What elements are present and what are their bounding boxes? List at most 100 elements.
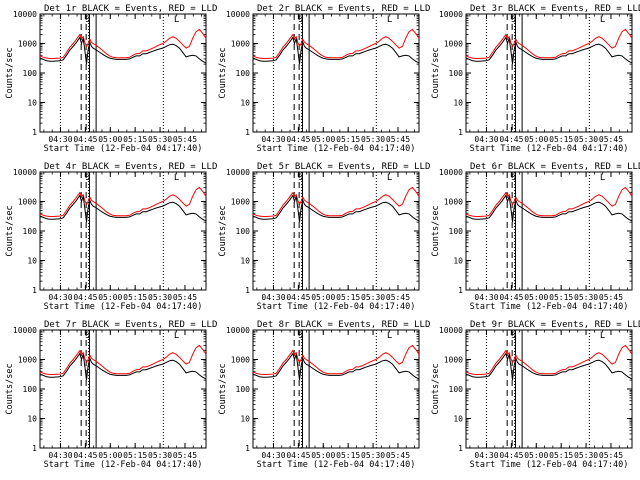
y-axis-label: Counts/sec xyxy=(218,47,228,98)
series-events-line xyxy=(465,194,633,223)
marker-letter-l: L xyxy=(600,331,605,341)
y-tick-label: 1000 xyxy=(18,198,37,207)
x-tick-label: 05:30 xyxy=(148,293,172,302)
x-tick-label: 05:45 xyxy=(599,293,623,302)
x-tick-label: 05:30 xyxy=(361,451,385,460)
panel-det-1: Det 1r BLACK = Events, RED = LLD 1 10 100 10… xyxy=(5,4,217,154)
panel-det-3: Det 3r BLACK = Events, RED = LLD 1 10 100 10… xyxy=(431,4,640,154)
marker-letter-l: L xyxy=(387,173,392,183)
y-tick-label: 10000 xyxy=(439,326,463,335)
x-tick-label: 04:30 xyxy=(474,293,498,302)
plot-frame xyxy=(39,171,207,291)
x-tick-label: 05:30 xyxy=(148,451,172,460)
plot-frame xyxy=(39,13,207,133)
series-lld-line xyxy=(465,344,633,375)
marker-letter-s: S xyxy=(511,173,516,183)
x-tick-label: 04:45 xyxy=(286,451,310,460)
x-tick-label: 05:15 xyxy=(123,451,147,460)
x-tick-label: 04:45 xyxy=(286,135,310,144)
x-tick-label: 05:00 xyxy=(311,135,335,144)
panel-title: Det 8r BLACK = Events, RED = LLD xyxy=(257,320,430,330)
y-tick-label: 100 xyxy=(449,385,464,394)
x-tick-label: 05:45 xyxy=(173,451,197,460)
series-events-line xyxy=(252,36,420,65)
x-tick-label: 04:30 xyxy=(48,135,72,144)
y-tick-label: 10000 xyxy=(439,10,463,19)
y-tick-label: 10000 xyxy=(226,168,250,177)
plot-frame xyxy=(465,13,633,133)
x-tick-label: 05:15 xyxy=(336,293,360,302)
x-tick-label: 05:30 xyxy=(361,135,385,144)
y-tick-label: 1000 xyxy=(18,356,37,365)
y-tick-label: 1000 xyxy=(231,198,250,207)
marker-letter-l: L xyxy=(600,173,605,183)
x-tick-label: 05:00 xyxy=(524,451,548,460)
y-tick-label: 100 xyxy=(23,227,38,236)
series-events-line xyxy=(465,36,633,65)
x-tick-label: 05:15 xyxy=(123,293,147,302)
plot-frame xyxy=(252,13,420,133)
x-axis-label: Start Time (12-Feb-04 04:17:40) xyxy=(470,302,629,312)
x-tick-label: 05:15 xyxy=(336,135,360,144)
y-tick-label: 10 xyxy=(240,99,250,108)
series-events-line xyxy=(39,352,207,381)
y-tick-label: 1000 xyxy=(231,40,250,49)
x-tick-label: 05:45 xyxy=(386,293,410,302)
series-events-line xyxy=(252,352,420,381)
marker-letter-l: L xyxy=(174,173,179,183)
marker-letter-l: L xyxy=(174,15,179,25)
y-axis-label: Counts/sec xyxy=(5,363,15,414)
x-tick-label: 05:30 xyxy=(574,293,598,302)
y-tick-label: 10 xyxy=(240,415,250,424)
x-tick-label: 05:00 xyxy=(98,135,122,144)
y-tick-label: 1000 xyxy=(444,356,463,365)
series-events-line xyxy=(39,194,207,223)
y-tick-label: 100 xyxy=(23,69,38,78)
x-axis-label: Start Time (12-Feb-04 04:17:40) xyxy=(257,302,416,312)
plot-frame xyxy=(252,171,420,291)
y-axis-label: Counts/sec xyxy=(218,205,228,256)
y-axis-label: Counts/sec xyxy=(5,205,15,256)
series-lld-line xyxy=(39,28,207,59)
panel-title: Det 3r BLACK = Events, RED = LLD xyxy=(470,4,640,14)
x-tick-label: 05:00 xyxy=(311,293,335,302)
x-axis-label: Start Time (12-Feb-04 04:17:40) xyxy=(44,460,203,470)
x-tick-label: 04:45 xyxy=(286,293,310,302)
x-tick-label: 04:45 xyxy=(73,293,97,302)
series-events-line xyxy=(465,352,633,381)
y-axis-label: Counts/sec xyxy=(431,47,441,98)
x-tick-label: 05:00 xyxy=(524,135,548,144)
y-tick-label: 1 xyxy=(32,128,37,137)
x-tick-label: 05:15 xyxy=(123,135,147,144)
panel-title: Det 9r BLACK = Events, RED = LLD xyxy=(470,320,640,330)
y-tick-label: 1000 xyxy=(231,356,250,365)
x-tick-label: 05:15 xyxy=(336,451,360,460)
marker-letter-s: S xyxy=(511,15,516,25)
y-tick-label: 1 xyxy=(458,286,463,295)
y-tick-label: 100 xyxy=(236,385,251,394)
y-tick-label: 1 xyxy=(245,128,250,137)
x-tick-label: 05:00 xyxy=(311,451,335,460)
x-tick-label: 04:30 xyxy=(474,451,498,460)
marker-letter-s: S xyxy=(298,15,303,25)
x-tick-label: 05:45 xyxy=(386,135,410,144)
x-tick-label: 04:30 xyxy=(474,135,498,144)
plot-frame xyxy=(465,171,633,291)
y-tick-label: 100 xyxy=(449,69,464,78)
x-tick-label: 05:30 xyxy=(148,135,172,144)
x-tick-label: 04:45 xyxy=(499,293,523,302)
x-tick-label: 05:15 xyxy=(549,135,573,144)
y-tick-label: 1000 xyxy=(444,198,463,207)
y-tick-label: 1 xyxy=(245,444,250,453)
panel-det-9: Det 9r BLACK = Events, RED = LLD 1 10 100 10… xyxy=(431,320,640,470)
x-tick-label: 04:30 xyxy=(261,451,285,460)
y-tick-label: 10000 xyxy=(226,326,250,335)
y-tick-label: 100 xyxy=(449,227,464,236)
x-tick-label: 05:00 xyxy=(98,293,122,302)
y-tick-label: 10 xyxy=(453,415,463,424)
y-tick-label: 10000 xyxy=(226,10,250,19)
plot-frame xyxy=(39,329,207,449)
series-lld-line xyxy=(252,186,420,217)
panel-title: Det 1r BLACK = Events, RED = LLD xyxy=(44,4,217,14)
